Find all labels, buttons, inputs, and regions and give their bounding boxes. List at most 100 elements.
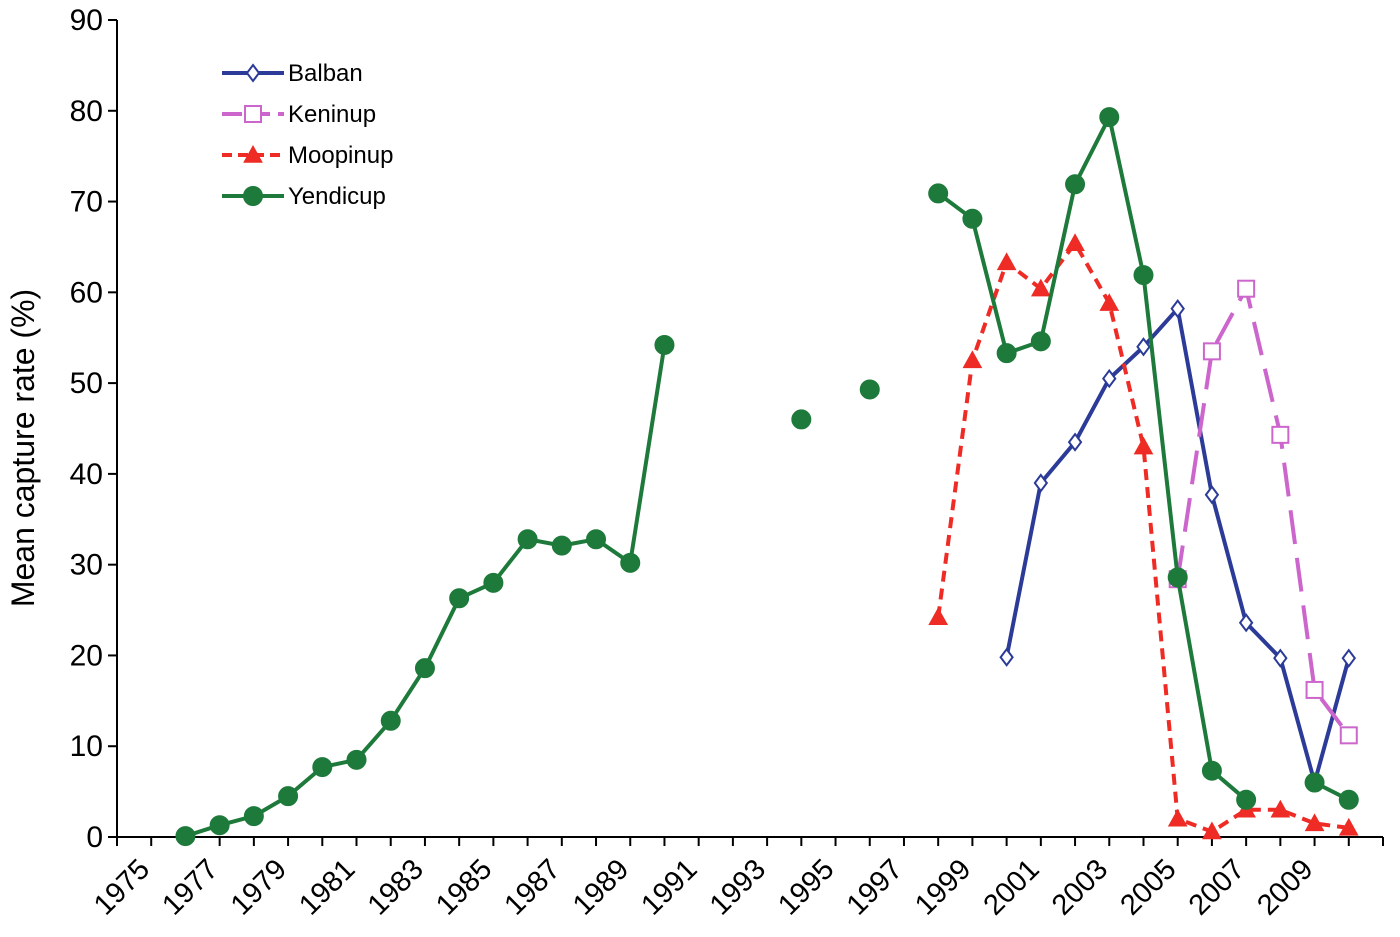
data-point-balban — [999, 647, 1014, 667]
data-point-moopinup — [962, 350, 983, 369]
data-point-moopinup — [1338, 817, 1359, 836]
data-point-yendicup — [1236, 789, 1257, 810]
data-point-balban — [1033, 473, 1049, 493]
x-tick-label: 1991 — [635, 853, 703, 921]
data-point-yendicup — [449, 588, 470, 609]
y-tick-label: 20 — [70, 639, 103, 672]
data-point-yendicup — [517, 529, 538, 550]
legend-label: Moopinup — [288, 142, 393, 169]
data-point-keninup — [1305, 680, 1324, 699]
data-point-yendicup — [312, 757, 333, 778]
data-point-yendicup — [1304, 772, 1325, 793]
data-point-balban — [1170, 299, 1185, 319]
y-tick-label: 90 — [70, 4, 103, 37]
data-point-yendicup — [1065, 174, 1086, 195]
data-point-yendicup — [551, 535, 572, 556]
x-tick-label: 2003 — [1046, 853, 1114, 921]
x-tick-label: 1995 — [772, 853, 840, 921]
legend-label: Keninup — [288, 101, 376, 128]
y-tick-label: 30 — [70, 549, 103, 582]
data-point-balban — [1238, 613, 1254, 633]
data-point-yendicup — [278, 786, 299, 807]
x-tick-label: 1975 — [88, 853, 156, 921]
series-keninup — [1168, 279, 1358, 745]
data-point-yendicup — [1338, 789, 1359, 810]
x-tick-label: 1977 — [156, 853, 224, 921]
x-ticks: 1975 1977 1979 1981 1983 1985 1987 1989 1991 1993… — [88, 837, 1384, 922]
legend-marker — [243, 186, 263, 206]
x-tick-label: 1983 — [362, 853, 430, 921]
data-point-moopinup — [1065, 233, 1085, 252]
x-tick-label: 1993 — [704, 853, 772, 921]
x-tick-label: 2001 — [978, 853, 1046, 921]
data-point-keninup — [1202, 342, 1221, 361]
legend-label: Balban — [288, 60, 363, 87]
x-tick-label: 2005 — [1114, 853, 1182, 921]
data-point-balban — [1273, 648, 1288, 668]
legend-item-moopinup: Moopinup — [222, 142, 393, 169]
y-tick-label: 70 — [70, 186, 103, 219]
x-tick-label: 1999 — [909, 853, 977, 921]
data-point-keninup — [1271, 425, 1290, 444]
data-point-moopinup — [1099, 293, 1120, 311]
data-point-yendicup — [175, 826, 196, 847]
y-ticks: 0 10 20 30 40 50 60 70 80 90 — [70, 4, 117, 854]
data-point-yendicup — [1133, 265, 1154, 286]
data-point-moopinup — [996, 252, 1017, 271]
x-tick-label: 1979 — [225, 853, 293, 921]
x-tick-label: 1987 — [499, 853, 567, 921]
data-point-yendicup — [1099, 107, 1120, 128]
legend-label: Yendicup — [288, 183, 386, 210]
legend-item-yendicup: Yendicup — [222, 183, 386, 210]
data-point-balban — [1067, 432, 1083, 452]
data-point-yendicup — [586, 529, 607, 550]
data-point-yendicup — [243, 806, 264, 827]
data-point-yendicup — [1167, 567, 1188, 588]
x-axis: 1975 1977 1979 1981 1983 1985 1987 1989 1991 1993… — [88, 836, 1384, 922]
data-point-yendicup — [928, 183, 949, 204]
y-tick-label: 10 — [70, 730, 103, 763]
x-tick-label: 1981 — [293, 853, 361, 921]
series-line-yendicup — [937, 115, 1248, 802]
x-tick-label: 1989 — [567, 853, 635, 921]
data-point-yendicup — [414, 658, 435, 679]
data-point-balban — [1341, 648, 1357, 668]
y-tick-label: 60 — [70, 276, 103, 309]
plot-area — [175, 107, 1359, 847]
series-yendicup — [175, 107, 1359, 847]
data-point-moopinup — [1202, 821, 1222, 840]
legend-item-balban: Balban — [222, 60, 363, 87]
data-point-yendicup — [791, 409, 812, 430]
data-point-moopinup — [1167, 808, 1188, 827]
data-point-moopinup — [928, 607, 949, 626]
data-point-keninup — [1339, 726, 1358, 745]
y-axis: 0 10 20 30 40 50 60 70 80 90 Mean capture rate (%… — [5, 4, 118, 854]
y-tick-label: 0 — [86, 821, 103, 854]
legend-marker — [244, 105, 262, 123]
data-point-yendicup — [620, 552, 641, 573]
series-balban — [999, 299, 1357, 793]
data-point-yendicup — [654, 334, 675, 355]
legend-marker — [243, 144, 263, 163]
data-point-balban — [1204, 485, 1220, 505]
data-point-yendicup — [1201, 760, 1222, 781]
data-point-moopinup — [1270, 799, 1291, 818]
legend-item-keninup: Keninup — [222, 101, 376, 128]
x-tick-label: 2009 — [1251, 853, 1319, 921]
data-point-yendicup — [209, 815, 230, 836]
data-point-yendicup — [380, 710, 401, 731]
data-point-yendicup — [483, 572, 504, 593]
data-point-keninup — [1237, 279, 1256, 298]
data-point-balban — [1102, 368, 1117, 389]
series-line-keninup — [1175, 286, 1351, 737]
x-tick-label: 1997 — [841, 853, 909, 921]
legend-marker — [245, 63, 261, 83]
data-point-moopinup — [1133, 436, 1154, 455]
data-point-yendicup — [996, 343, 1017, 364]
data-point-moopinup — [1030, 278, 1051, 297]
data-point-yendicup — [859, 379, 880, 400]
data-point-balban — [1136, 337, 1151, 357]
x-tick-label: 1985 — [430, 853, 498, 921]
data-point-yendicup — [962, 208, 983, 229]
